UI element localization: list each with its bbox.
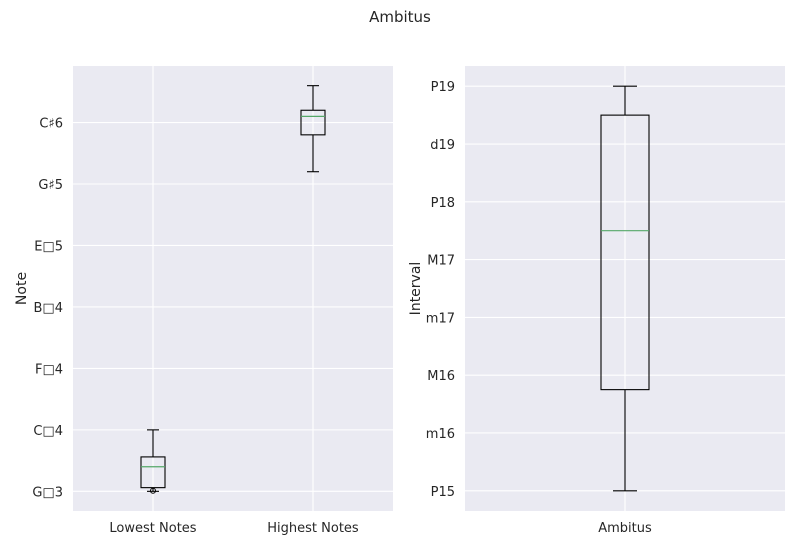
plot-area: [73, 66, 393, 511]
y-tick-label: P15: [431, 485, 455, 500]
y-tick-label: M16: [427, 369, 455, 384]
box-0: [600, 85, 650, 492]
flier-point: [150, 487, 156, 494]
y-tick-label: F□4: [35, 362, 63, 377]
panel-interval: P15 m16 M16 m17 M17 P18 d19 P19 Ambitus Interval: [408, 66, 785, 536]
y-tick-label: B□4: [34, 301, 63, 316]
y-tick-label: G♯5: [38, 178, 63, 193]
x-tick-label: Highest Notes: [267, 521, 359, 536]
y-tick-label: C♯6: [39, 117, 63, 132]
box-1: [300, 85, 326, 173]
iqr-box: [140, 456, 166, 489]
y-tick-label: m16: [426, 427, 455, 442]
y-tick-label: m17: [426, 311, 455, 326]
y-axis-label: Interval: [408, 262, 424, 316]
x-tick-label: Ambitus: [598, 521, 652, 536]
y-tick-label: d19: [430, 138, 455, 153]
iqr-box: [300, 109, 326, 136]
y-tick-label: P19: [431, 80, 455, 95]
x-tick-label: Lowest Notes: [109, 521, 196, 536]
y-tick-label: P18: [431, 196, 455, 211]
y-tick-label: G□3: [32, 485, 63, 500]
panel-notes: G□3 C□4 F□4 B□4 E□5 G♯5 C♯6 Lowest Notes Highest…: [14, 66, 393, 536]
iqr-box: [600, 114, 650, 391]
y-tick-label: E□5: [34, 239, 63, 254]
y-tick-label: C□4: [33, 424, 63, 439]
y-tick-label: M17: [427, 254, 455, 269]
y-axis-label: Note: [14, 272, 30, 305]
figure-title: Ambitus: [369, 8, 431, 26]
